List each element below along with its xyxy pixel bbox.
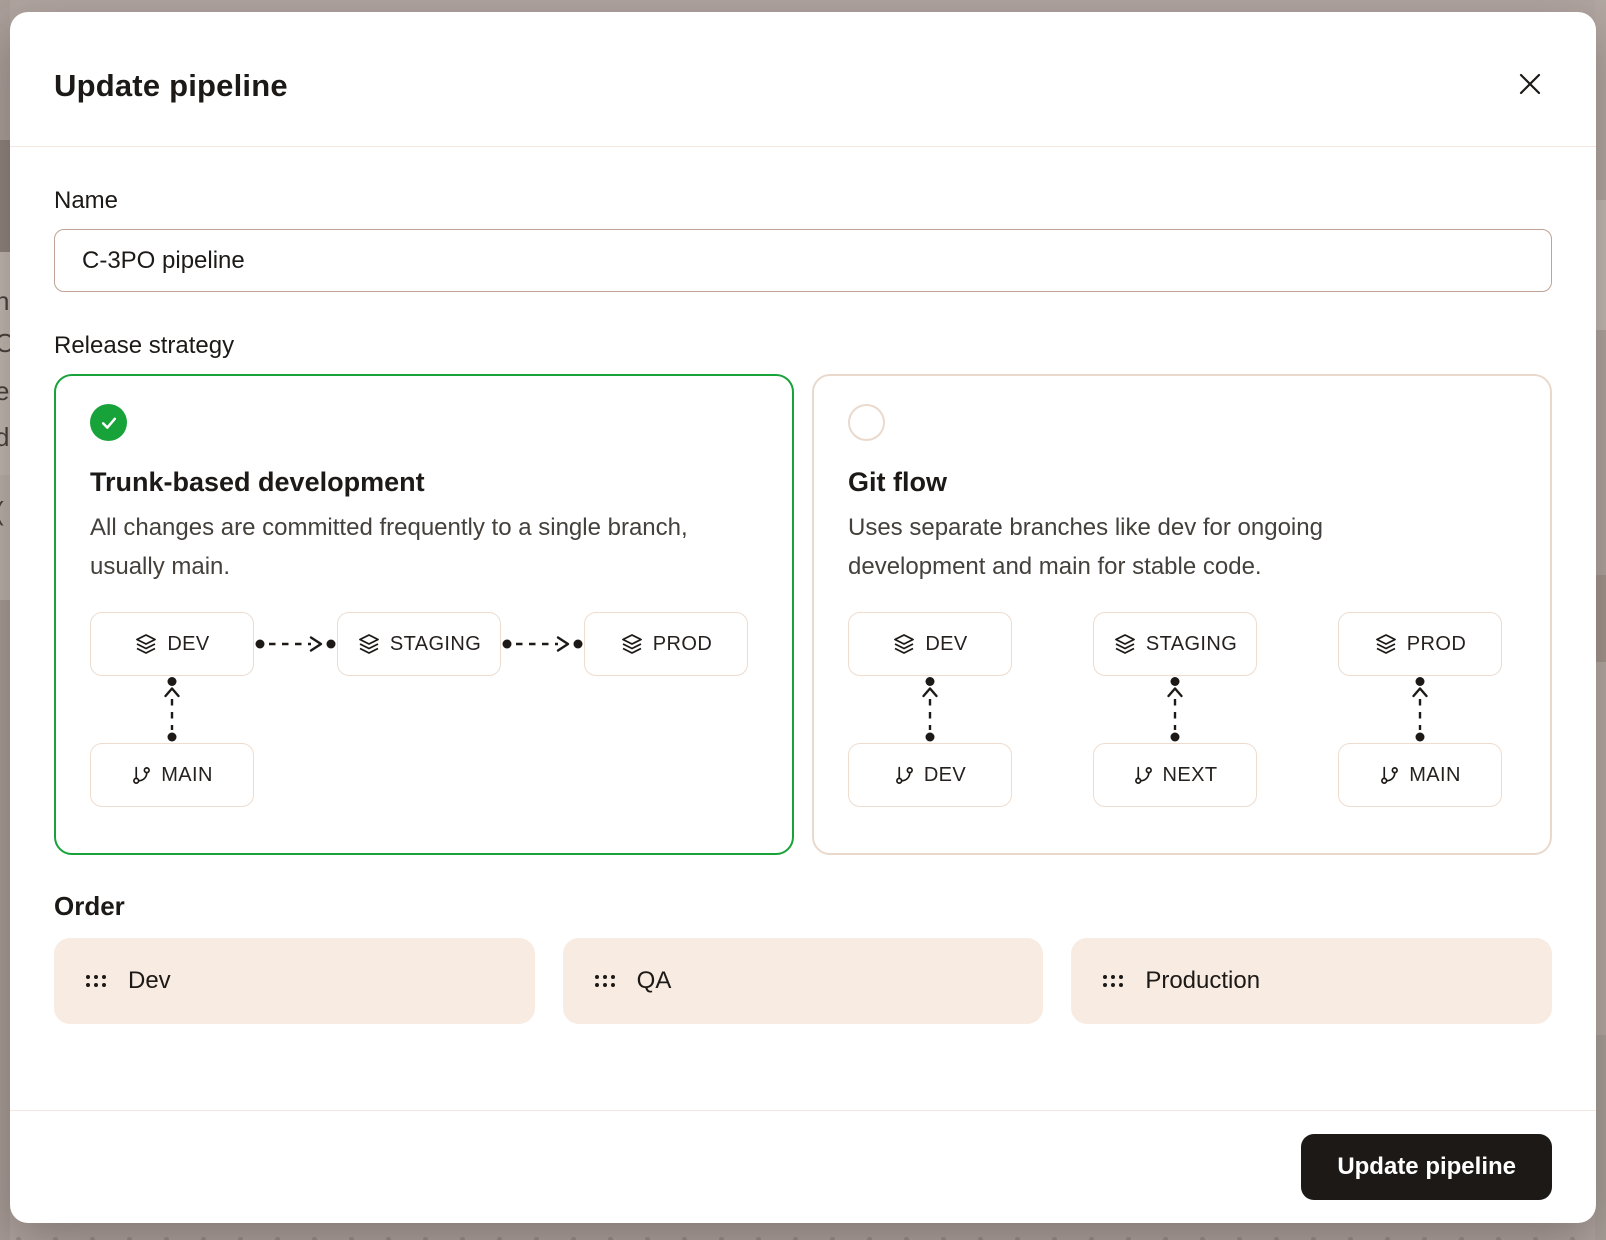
layers-icon <box>358 634 379 654</box>
branch-box-label: NEXT <box>1162 763 1218 786</box>
order-list: Dev QA Production <box>54 938 1552 1024</box>
backdrop-right-strip <box>1595 0 1606 1240</box>
order-section-label: Order <box>54 891 125 921</box>
strategy-description: Uses separate branches like dev for ongo… <box>848 514 1323 580</box>
modal-body: Name Release strategy Trunk-based develo… <box>10 147 1596 1110</box>
update-pipeline-modal: Update pipeline Name Release strategy Tr… <box>10 12 1596 1223</box>
flow-arrow-right-icon <box>502 636 583 652</box>
strategy-card-git-flow[interactable]: Git flow Uses separate branches like dev… <box>812 374 1552 855</box>
env-box-label: PROD <box>1406 632 1467 655</box>
order-item-production[interactable]: Production <box>1071 938 1552 1024</box>
strategy-options: Trunk-based development All changes are … <box>54 374 1552 855</box>
order-item-qa[interactable]: QA <box>562 938 1044 1024</box>
backdrop-text-fragment: er <box>0 376 10 406</box>
strategy-title: Git flow <box>848 467 947 497</box>
order-item-label: QA <box>636 967 672 994</box>
layers-icon <box>136 634 157 654</box>
git-branch-icon <box>1134 766 1152 784</box>
pipeline-name-input[interactable] <box>54 229 1552 292</box>
modal-header: Update pipeline <box>10 12 1596 147</box>
env-box-prod: PROD <box>584 612 748 676</box>
env-box-dev: DEV <box>90 612 254 676</box>
env-box-label: DEV <box>925 632 968 655</box>
flow-arrow-up-icon <box>1167 677 1183 742</box>
close-button[interactable] <box>1510 64 1550 104</box>
strategy-title: Trunk-based development <box>90 467 425 497</box>
layers-icon <box>621 634 642 654</box>
env-box-dev: DEV <box>848 612 1012 676</box>
git-flow-diagram: DEV <box>848 612 1516 807</box>
env-box-prod: PROD <box>1338 612 1502 676</box>
layers-icon <box>894 634 915 654</box>
backdrop-left-strip: nc Ov er de ( <box>0 0 10 1240</box>
backdrop-text-fragment: nc <box>0 286 10 316</box>
order-item-dev[interactable]: Dev <box>54 938 535 1024</box>
git-branch-icon <box>895 766 913 784</box>
git-branch-icon <box>133 766 151 784</box>
flow-arrow-up-icon <box>922 677 938 742</box>
order-item-label: Production <box>1145 967 1261 994</box>
flow-arrow-right-icon <box>255 636 336 652</box>
strategy-card-trunk-based[interactable]: Trunk-based development All changes are … <box>54 374 794 855</box>
branch-box-label: MAIN <box>1409 763 1461 786</box>
flow-arrow-up-icon <box>1412 677 1428 742</box>
git-branch-icon <box>1381 766 1399 784</box>
trunk-diagram: DEV STAGING <box>90 612 758 807</box>
unselected-radio <box>848 404 885 441</box>
selected-radio <box>90 404 127 441</box>
update-pipeline-button[interactable]: Update pipeline <box>1301 1134 1552 1200</box>
drag-handle-icon[interactable] <box>594 975 615 987</box>
branch-box-next: NEXT <box>1093 743 1257 807</box>
branch-box-main: MAIN <box>90 743 254 807</box>
backdrop-text-fragment: Ov <box>0 330 10 356</box>
env-box-label: STAGING <box>389 632 482 655</box>
modal-title: Update pipeline <box>54 68 288 103</box>
drag-handle-icon[interactable] <box>1103 975 1124 987</box>
layers-icon <box>1114 634 1135 654</box>
env-box-staging: STAGING <box>337 612 501 676</box>
modal-footer: Update pipeline <box>10 1110 1596 1223</box>
env-box-label: STAGING <box>1145 632 1238 655</box>
branch-box-dev: DEV <box>848 743 1012 807</box>
close-icon <box>1519 73 1541 95</box>
env-box-label: PROD <box>652 632 713 655</box>
backdrop-text-fragment: de <box>0 422 10 452</box>
check-icon <box>101 417 116 429</box>
strategy-description: All changes are committed frequently to … <box>90 514 688 580</box>
env-box-staging: STAGING <box>1093 612 1257 676</box>
layers-icon <box>1375 634 1396 654</box>
release-strategy-label: Release strategy <box>54 332 235 359</box>
drag-handle-icon[interactable] <box>86 975 106 987</box>
name-field-label: Name <box>54 187 119 214</box>
backdrop-text-fragment: ( <box>0 498 4 524</box>
branch-box-label: DEV <box>923 763 967 786</box>
branch-box-label: MAIN <box>161 763 213 786</box>
order-item-label: Dev <box>128 967 171 994</box>
env-box-label: DEV <box>167 632 210 655</box>
branch-box-main: MAIN <box>1338 743 1502 807</box>
flow-arrow-up-icon <box>164 677 180 742</box>
